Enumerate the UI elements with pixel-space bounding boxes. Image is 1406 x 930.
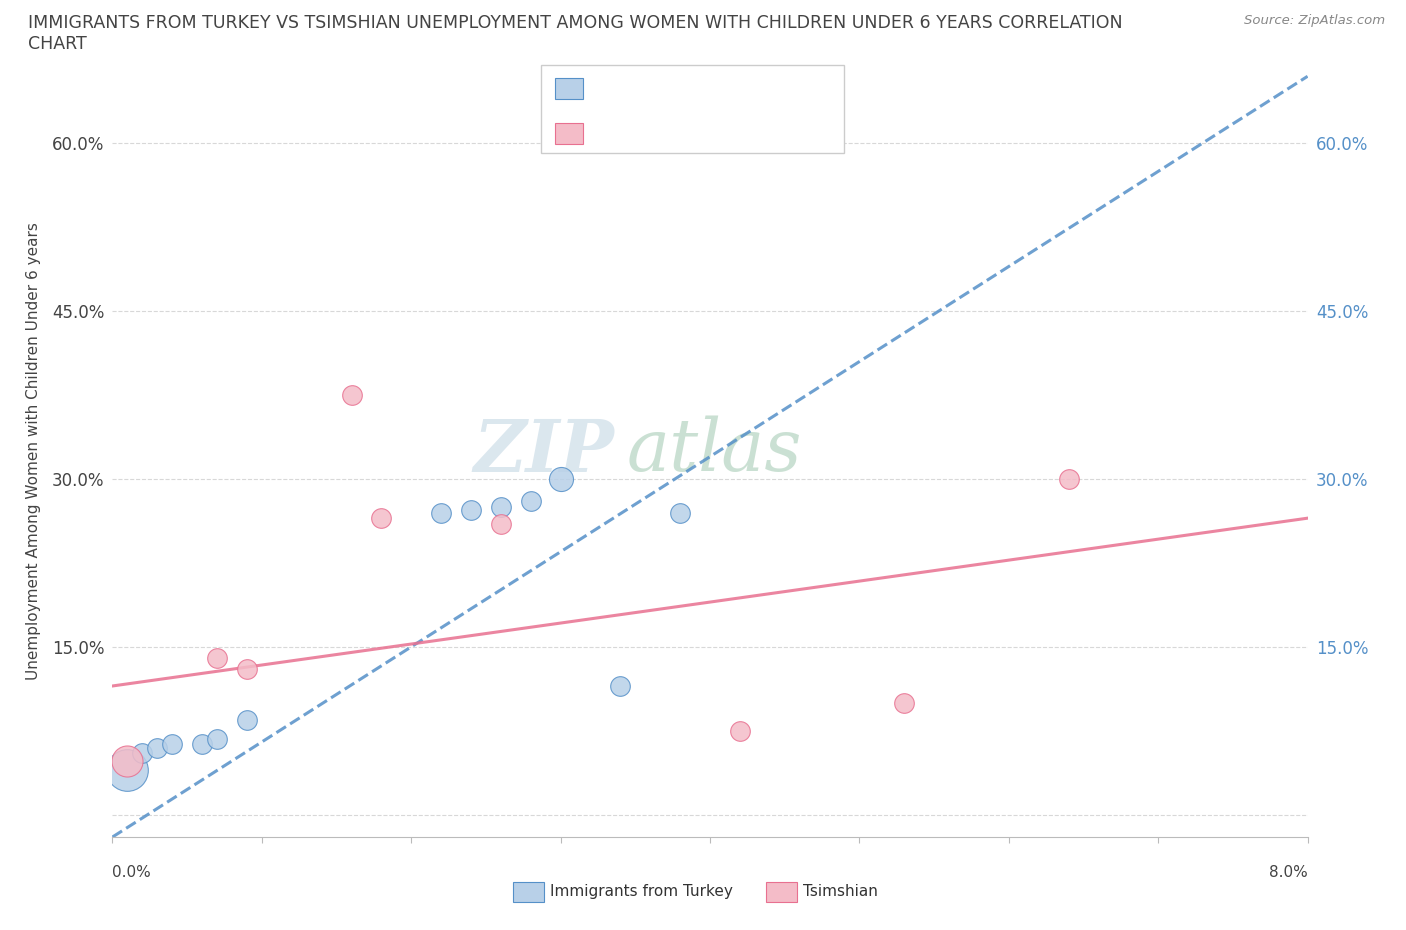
- Y-axis label: Unemployment Among Women with Children Under 6 years: Unemployment Among Women with Children U…: [25, 222, 41, 680]
- Point: [489, 499, 512, 514]
- Point: [669, 505, 692, 520]
- Text: Tsimshian: Tsimshian: [803, 884, 877, 899]
- Text: 0.0%: 0.0%: [112, 865, 152, 880]
- Point: [728, 724, 751, 738]
- Point: [205, 651, 228, 666]
- Point: [370, 511, 392, 525]
- Text: ZIP: ZIP: [474, 416, 614, 486]
- Point: [550, 472, 572, 486]
- Point: [489, 516, 512, 531]
- Point: [131, 746, 153, 761]
- Point: [1057, 472, 1080, 486]
- Point: [236, 662, 259, 677]
- Point: [520, 494, 543, 509]
- Point: [117, 753, 139, 768]
- Point: [340, 388, 363, 403]
- Text: CHART: CHART: [28, 35, 87, 53]
- Point: [430, 505, 453, 520]
- Text: Immigrants from Turkey: Immigrants from Turkey: [550, 884, 733, 899]
- Text: Source: ZipAtlas.com: Source: ZipAtlas.com: [1244, 14, 1385, 27]
- Text: N = 12: N = 12: [696, 79, 754, 98]
- Text: 8.0%: 8.0%: [1268, 865, 1308, 880]
- Point: [236, 712, 259, 727]
- Point: [460, 503, 482, 518]
- Point: [205, 731, 228, 746]
- Text: atlas: atlas: [627, 416, 801, 486]
- Text: IMMIGRANTS FROM TURKEY VS TSIMSHIAN UNEMPLOYMENT AMONG WOMEN WITH CHILDREN UNDER: IMMIGRANTS FROM TURKEY VS TSIMSHIAN UNEM…: [28, 14, 1123, 32]
- Point: [893, 696, 915, 711]
- Point: [162, 737, 183, 751]
- Text: N =  9: N = 9: [696, 125, 748, 143]
- Text: R = 0.727: R = 0.727: [595, 79, 678, 98]
- Point: [191, 737, 214, 751]
- Point: [609, 679, 631, 694]
- Point: [146, 740, 169, 755]
- Point: [117, 763, 139, 777]
- Text: R = 0.270: R = 0.270: [595, 125, 678, 143]
